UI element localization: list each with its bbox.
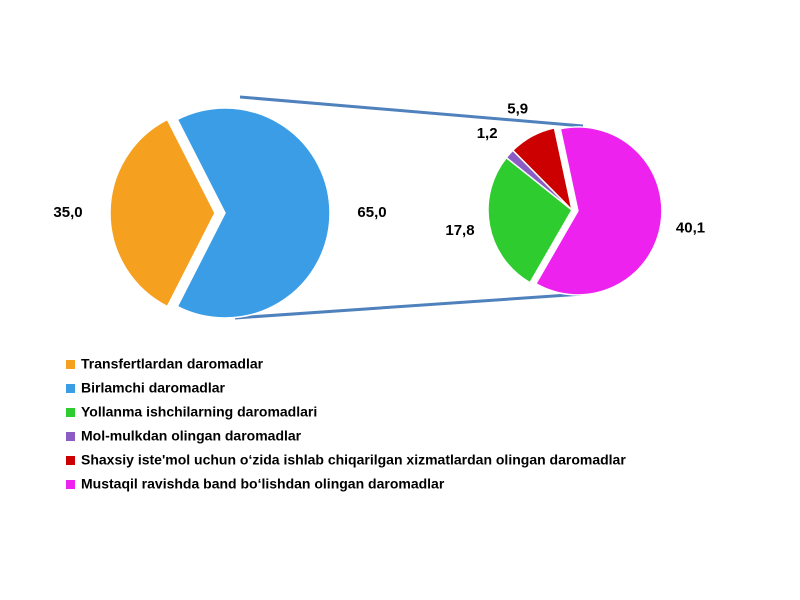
pie-slice [109,118,216,308]
legend-label: Yollanma ishchilarning daromadlari [81,404,317,420]
legend-label: Birlamchi daromadlar [81,380,225,396]
pie-slice [511,126,574,213]
data-label: 65,0 [357,204,386,221]
legend-swatch [66,480,75,489]
data-label: 35,0 [53,204,82,221]
legend-swatch [66,384,75,393]
legend-label: Shaxsiy iste'mol uchun o‘zida ishlab chi… [81,452,626,468]
connector-line [234,292,584,320]
legend-label: Transfertlardan daromadlar [81,356,264,372]
connector-line [239,95,584,128]
data-label: 17,8 [445,222,474,239]
pie-slice [487,156,573,284]
legend-swatch [66,456,75,465]
legend-swatch [66,360,75,369]
legend-label: Mol-mulkdan olingan daromadlar [81,428,302,444]
legend-label: Mustaqil ravishda band bo‘lishdan olinga… [81,476,445,492]
data-label: 5,9 [507,101,528,118]
data-label: 40,1 [676,220,705,237]
legend-swatch [66,432,75,441]
legend-swatch [66,408,75,417]
pie-slice [176,107,331,319]
data-label: 1,2 [477,125,498,142]
pie-slice [534,126,663,296]
